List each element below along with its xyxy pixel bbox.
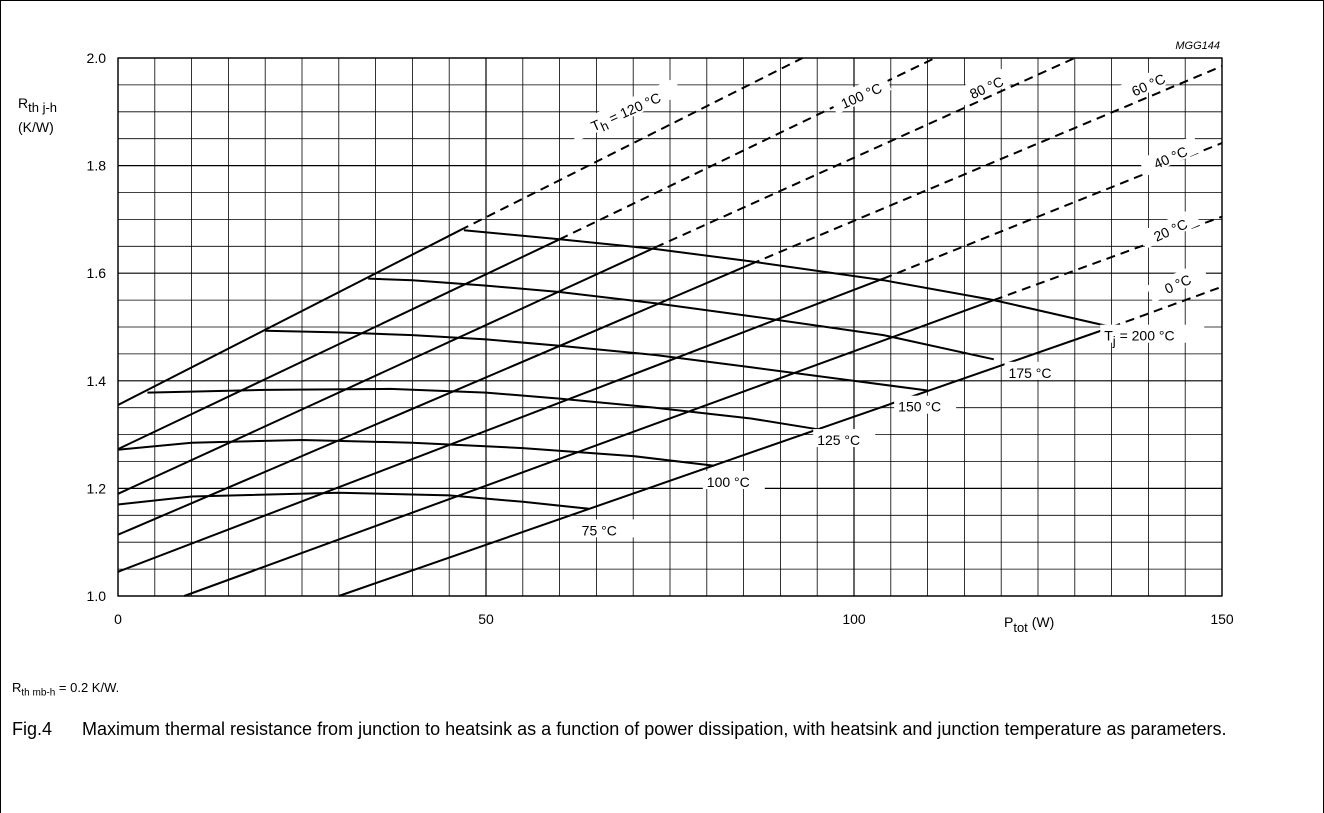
note-value: = 0.2 K/W. (55, 680, 120, 695)
junction-curves (117, 229, 1112, 510)
note-symbol: R (12, 680, 22, 695)
heatsink-line-solid (338, 326, 1112, 597)
junction-curve (265, 329, 928, 392)
x-tick-label: 150 (1210, 611, 1234, 627)
label-background (1004, 361, 1067, 380)
label-background (894, 395, 957, 414)
x-tick-label: 100 (842, 611, 866, 627)
label-background (702, 471, 765, 490)
y-tick-label: 2.0 (87, 50, 107, 66)
heatsink-line-dashed (1111, 285, 1223, 328)
label-background (813, 429, 876, 448)
label-background (1138, 135, 1201, 177)
junction-curve (147, 387, 818, 431)
y-axis-label: Rth j-h (18, 95, 57, 115)
note-subscript: th mb-h (21, 687, 56, 699)
junction-label: 175 °C (1009, 365, 1052, 381)
heatsink-line-dashed (459, 57, 803, 232)
heatsink-line-solid (117, 238, 561, 451)
heatsink-line-dashed (654, 57, 1076, 249)
caption-text: Maximum thermal resistance from junction… (82, 719, 1227, 739)
x-tick-label: 50 (478, 611, 494, 627)
heatsink-lines (117, 57, 1223, 597)
heatsink-line-solid (117, 229, 461, 406)
label-background (568, 78, 682, 142)
heatsink-line-solid (117, 246, 656, 495)
junction-curve (117, 438, 715, 467)
label-background (1116, 62, 1179, 104)
junction-label: 125 °C (817, 432, 860, 448)
thermal-resistance-chart: Th = 120 °C 100 °C 80 °C 60 °C40 °C20 °C0 °… (18, 40, 1234, 635)
junction-curve (368, 277, 995, 361)
y-tick-label: 1.2 (87, 480, 107, 496)
chart-grid (117, 57, 1223, 597)
junction-label: Tj = 200 °C (1104, 328, 1174, 349)
junction-label: 75 °C (582, 522, 617, 538)
junction-label: 150 °C (898, 399, 941, 415)
label-background (1138, 207, 1201, 249)
label-background (577, 519, 640, 538)
y-tick-label: 1.8 (87, 158, 107, 174)
y-tick-label: 1.0 (87, 588, 107, 604)
label-background (954, 65, 1017, 107)
heatsink-line-solid (183, 299, 995, 597)
x-axis-label: Ptot (W) (1004, 614, 1054, 635)
y-tick-label: 1.6 (87, 265, 107, 281)
heatsink-line-solid (117, 277, 884, 573)
junction-label: 100 °C (707, 474, 750, 490)
figure-number: Fig.4 (12, 719, 53, 739)
figure-code: MGG144 (1175, 40, 1220, 52)
x-tick-label: 0 (114, 611, 122, 627)
label-background (1145, 261, 1209, 303)
junction-curve (463, 229, 1112, 328)
rth-mb-h-note: Rth mb-h = 0.2 K/W. (12, 680, 119, 699)
heatsink-line-dashed (750, 65, 1223, 266)
chart-axes: 0 50 100 150 1.0 1.2 1.4 1.6 1.8 2.0 Rth j-h (K/W) P… (18, 40, 1234, 635)
label-background (1100, 324, 1205, 343)
y-axis-unit: (K/W) (18, 119, 54, 135)
heatsink-line-solid (117, 263, 752, 536)
plot-frame (117, 57, 1223, 597)
y-tick-label: 1.4 (87, 373, 107, 389)
label-background (829, 73, 892, 115)
junction-curve (117, 491, 590, 510)
